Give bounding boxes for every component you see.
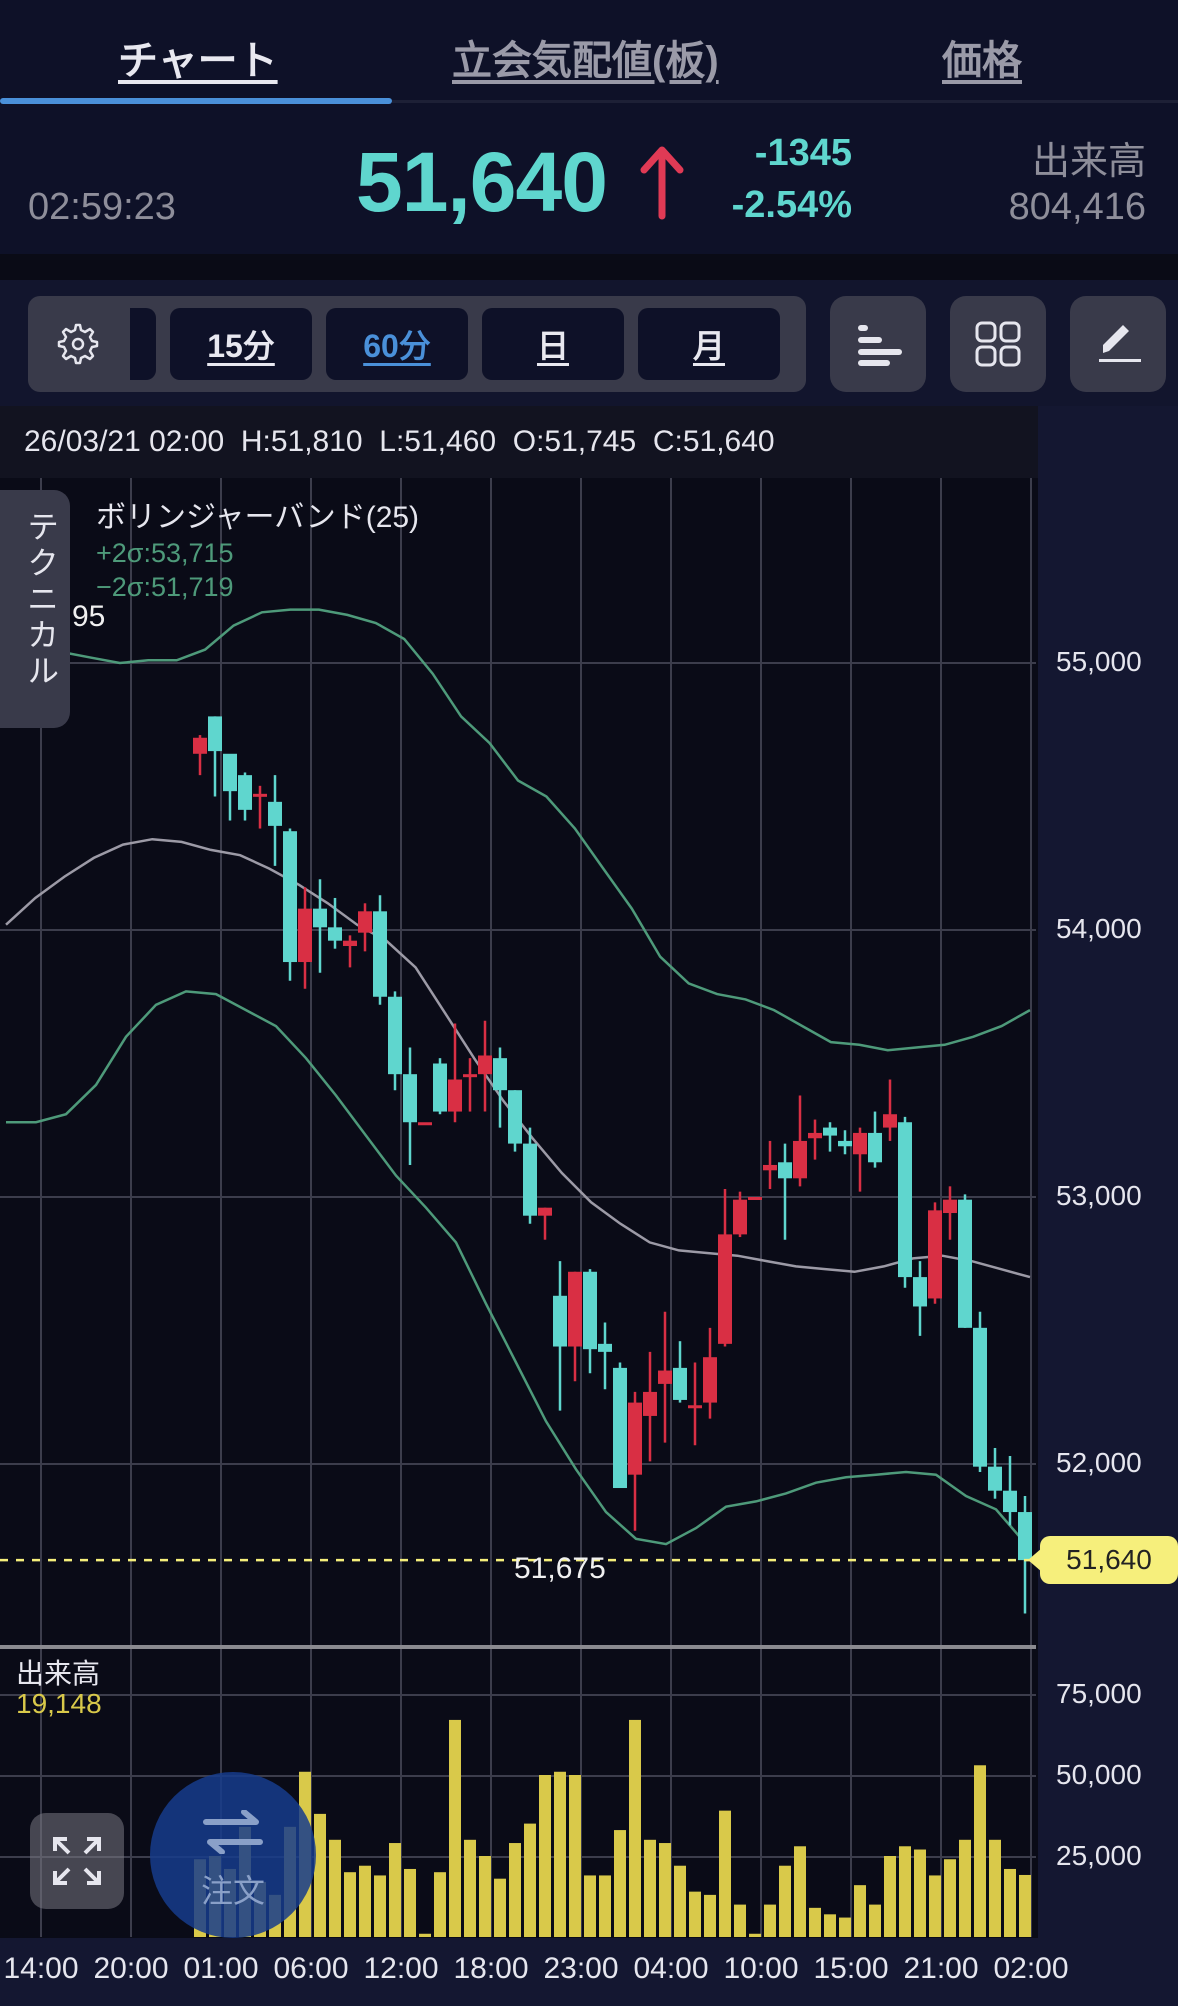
technical-label: テクニカル xyxy=(23,510,59,690)
y-tick-55000: 55,000 xyxy=(1056,646,1142,677)
high-price-marker: 95 xyxy=(72,600,106,633)
order-label: 注文 xyxy=(200,1873,265,1909)
chart-settings-button[interactable] xyxy=(42,308,114,380)
x-tick-label: 21:00 xyxy=(903,1952,979,1985)
x-tick-label: 10:00 xyxy=(723,1952,799,1985)
y-tick-53000: 53,000 xyxy=(1056,1180,1142,1211)
top-tab-bar: チャート 立会気配値(板) 価格 xyxy=(0,0,1178,104)
quote-time: 02:59:23 xyxy=(28,186,176,228)
vol-tick-25000: 25,000 xyxy=(1056,1840,1142,1871)
timeframe-60min[interactable]: 60分 xyxy=(326,308,468,380)
gear-icon xyxy=(57,323,99,365)
price-change: -1345 xyxy=(754,132,852,174)
vol-tick-50000: 50,000 xyxy=(1056,1759,1142,1790)
timeframe-15min[interactable]: 15分 xyxy=(170,308,312,380)
divider xyxy=(0,254,1178,280)
x-tick-label: 23:00 xyxy=(543,1952,619,1985)
vol-tick-75000: 75,000 xyxy=(1056,1678,1142,1709)
bollinger-upper-value: +2σ:53,715 xyxy=(96,538,234,568)
y-tick-52000: 52,000 xyxy=(1056,1447,1142,1478)
volume-label: 出来高 xyxy=(1031,141,1146,183)
y-tick-54000: 54,000 xyxy=(1056,913,1142,944)
volume-value: 804,416 xyxy=(1008,186,1146,228)
volume-panel-title: 出来高 xyxy=(16,1658,101,1689)
tab-track xyxy=(392,100,1178,103)
technical-side-tab[interactable]: テクニカル xyxy=(0,490,70,728)
timeframe-scroll-edge xyxy=(130,308,156,380)
indicator-list-button[interactable] xyxy=(830,296,926,392)
layout-grid-button[interactable] xyxy=(950,296,1046,392)
ohlc-info-bar: 26/03/21 02:00 H:51,810 L:51,460 O:51,74… xyxy=(0,406,1038,478)
bollinger-lower-value: −2σ:51,719 xyxy=(96,572,234,602)
timeframe-group: 15分 60分 日 月 xyxy=(28,296,806,392)
bar-list-icon xyxy=(858,325,902,366)
x-tick-label: 01:00 xyxy=(183,1952,259,1985)
x-tick-label: 20:00 xyxy=(93,1952,169,1985)
pencil-icon xyxy=(1099,325,1141,362)
x-tick-label: 14:00 xyxy=(3,1952,79,1985)
chart-toolbar: 15分 60分 日 月 xyxy=(0,280,1178,406)
tab-chart[interactable]: チャート xyxy=(118,39,278,83)
up-arrow-icon xyxy=(640,146,684,220)
tab-price[interactable]: 価格 xyxy=(942,39,1022,83)
x-tick-label: 02:00 xyxy=(993,1952,1069,1985)
x-tick-label: 12:00 xyxy=(363,1952,439,1985)
timeframe-daily[interactable]: 日 xyxy=(482,308,624,380)
price-axis[interactable] xyxy=(1038,406,1178,1956)
swap-arrows-icon xyxy=(203,1810,263,1854)
tab-order-book[interactable]: 立会気配値(板) xyxy=(452,39,719,83)
last-price: 51,640 xyxy=(356,135,608,229)
price-change-percent: -2.54% xyxy=(731,184,852,226)
active-tab-indicator xyxy=(0,98,392,104)
timeframe-monthly[interactable]: 月 xyxy=(638,308,780,380)
quote-header: 02:59:23 51,640 -1345 -2.54% 出来高 804,416 xyxy=(0,104,1178,254)
time-axis[interactable]: 14:00 20:00 01:00 06:00 12:00 18:00 23:00 04:00… xyxy=(0,1938,1178,2006)
expand-chart-button[interactable] xyxy=(30,1813,124,1909)
low-price-marker: 51,675 xyxy=(514,1552,606,1585)
bollinger-legend[interactable]: ボリンジャーバンド(25) +2σ:53,715 −2σ:51,719 xyxy=(96,492,419,604)
current-price-tag: 51,640 xyxy=(1028,1536,1178,1584)
order-button[interactable]: 注文 xyxy=(150,1772,316,1938)
x-tick-label: 15:00 xyxy=(813,1952,889,1985)
grid-icon xyxy=(975,321,1021,367)
expand-icon xyxy=(53,1837,101,1885)
x-tick-label: 18:00 xyxy=(453,1952,529,1985)
x-tick-label: 04:00 xyxy=(633,1952,709,1985)
volume-panel-value: 19,148 xyxy=(16,1688,102,1719)
bollinger-title: ボリンジャーバンド(25) xyxy=(96,501,420,534)
x-tick-label: 06:00 xyxy=(273,1952,349,1985)
draw-tool-button[interactable] xyxy=(1070,296,1166,392)
